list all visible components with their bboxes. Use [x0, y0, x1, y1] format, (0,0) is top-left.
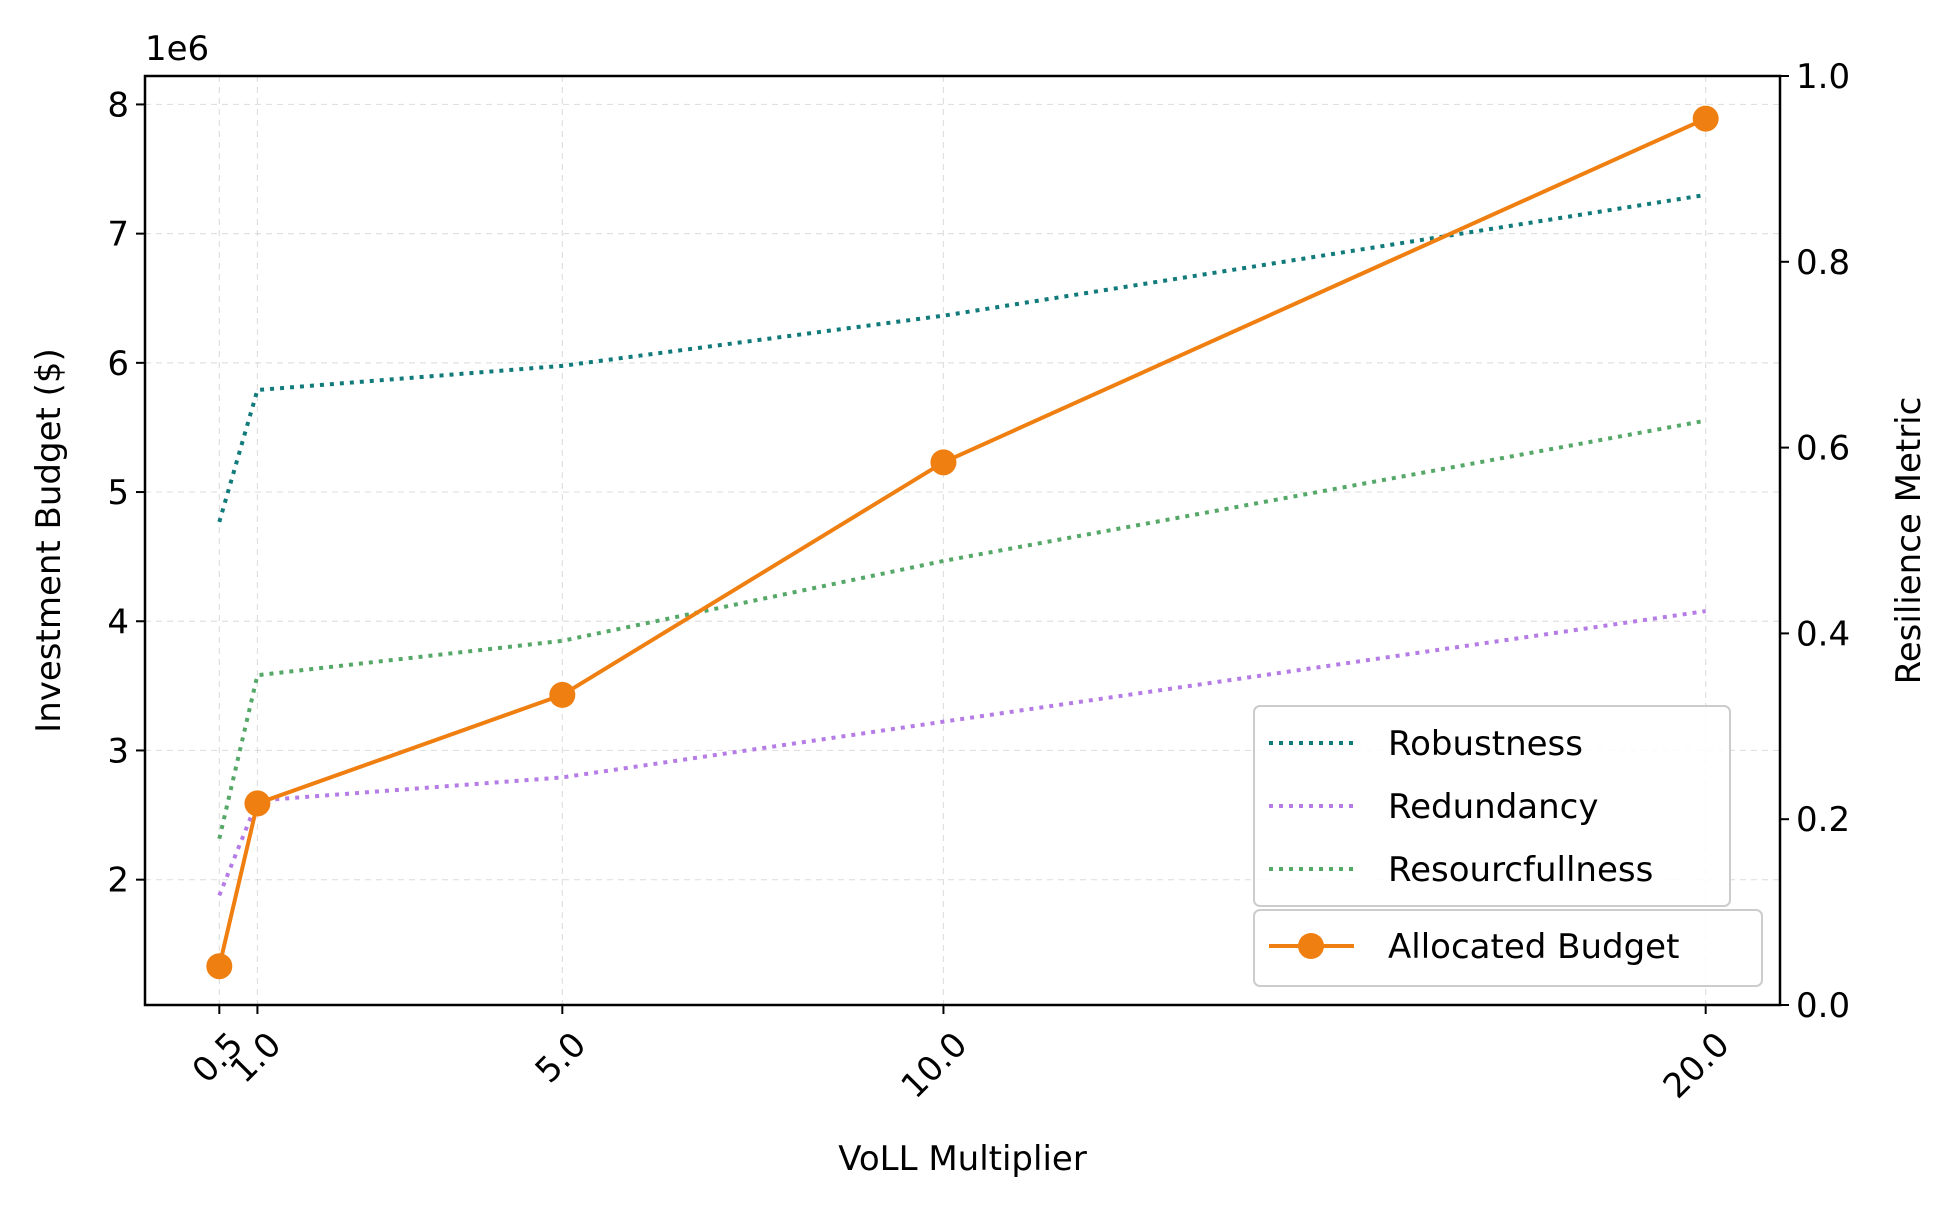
y-left-tick-label: 5 — [107, 473, 129, 513]
x-tick-label: 10.0 — [894, 1025, 976, 1107]
x-axis-label: VoLL Multiplier — [838, 1139, 1087, 1179]
y-right-tick-label: 0.4 — [1796, 614, 1850, 654]
x-tick-label: 20.0 — [1656, 1025, 1738, 1107]
legend-frame — [1253, 909, 1763, 987]
plot-frame — [143, 74, 1782, 1007]
legend-label-redundancy: Redundancy — [1388, 787, 1598, 827]
allocated-budget-point — [930, 449, 957, 476]
y-right-tick-label: 0.0 — [1796, 986, 1850, 1026]
y-axis-label-left: Investment Budget ($) — [29, 348, 69, 733]
y-left-tick-label: 4 — [107, 602, 129, 642]
series-layer — [206, 105, 1719, 980]
allocated-budget-point — [1692, 105, 1719, 132]
legend-label-robustness: Robustness — [1388, 724, 1583, 764]
legend-marker-allocated-budget — [1298, 933, 1324, 959]
legend-label-resourcfullness: Resourcfullness — [1388, 850, 1653, 890]
y-left-tick-label: 7 — [107, 215, 129, 255]
allocated-budget-point — [549, 681, 576, 708]
y-right-tick-label: 1.0 — [1796, 57, 1850, 97]
y-left-tick-label: 6 — [107, 344, 129, 384]
legend-label-allocated-budget: Allocated Budget — [1388, 927, 1679, 967]
y-offset-text: 1e6 — [145, 29, 209, 69]
y-left-tick-label: 8 — [107, 85, 129, 125]
legend-frame — [1253, 705, 1731, 907]
y-right-tick-label: 0.8 — [1796, 243, 1850, 283]
x-tick-label: 5.0 — [528, 1025, 595, 1092]
y-right-tick-label: 0.6 — [1796, 429, 1850, 469]
y-axis-label-right: Resilience Metric — [1889, 397, 1929, 685]
y-left-tick-label: 3 — [107, 731, 129, 771]
allocated-budget-point — [244, 790, 271, 817]
y-left-tick-label: 2 — [107, 861, 129, 901]
resourcfullness-line — [217, 418, 1707, 840]
y-right-tick-label: 0.2 — [1796, 800, 1850, 840]
legend-resilience: Robustness Redundancy Resourcfullness — [1253, 705, 1731, 907]
allocated-budget-point — [206, 953, 233, 980]
grid — [145, 76, 1780, 1005]
legend-budget: Allocated Budget — [1253, 909, 1763, 987]
robustness-line — [217, 192, 1706, 523]
legends: Robustness Redundancy Resourcfullness Alloc… — [1253, 705, 1763, 987]
